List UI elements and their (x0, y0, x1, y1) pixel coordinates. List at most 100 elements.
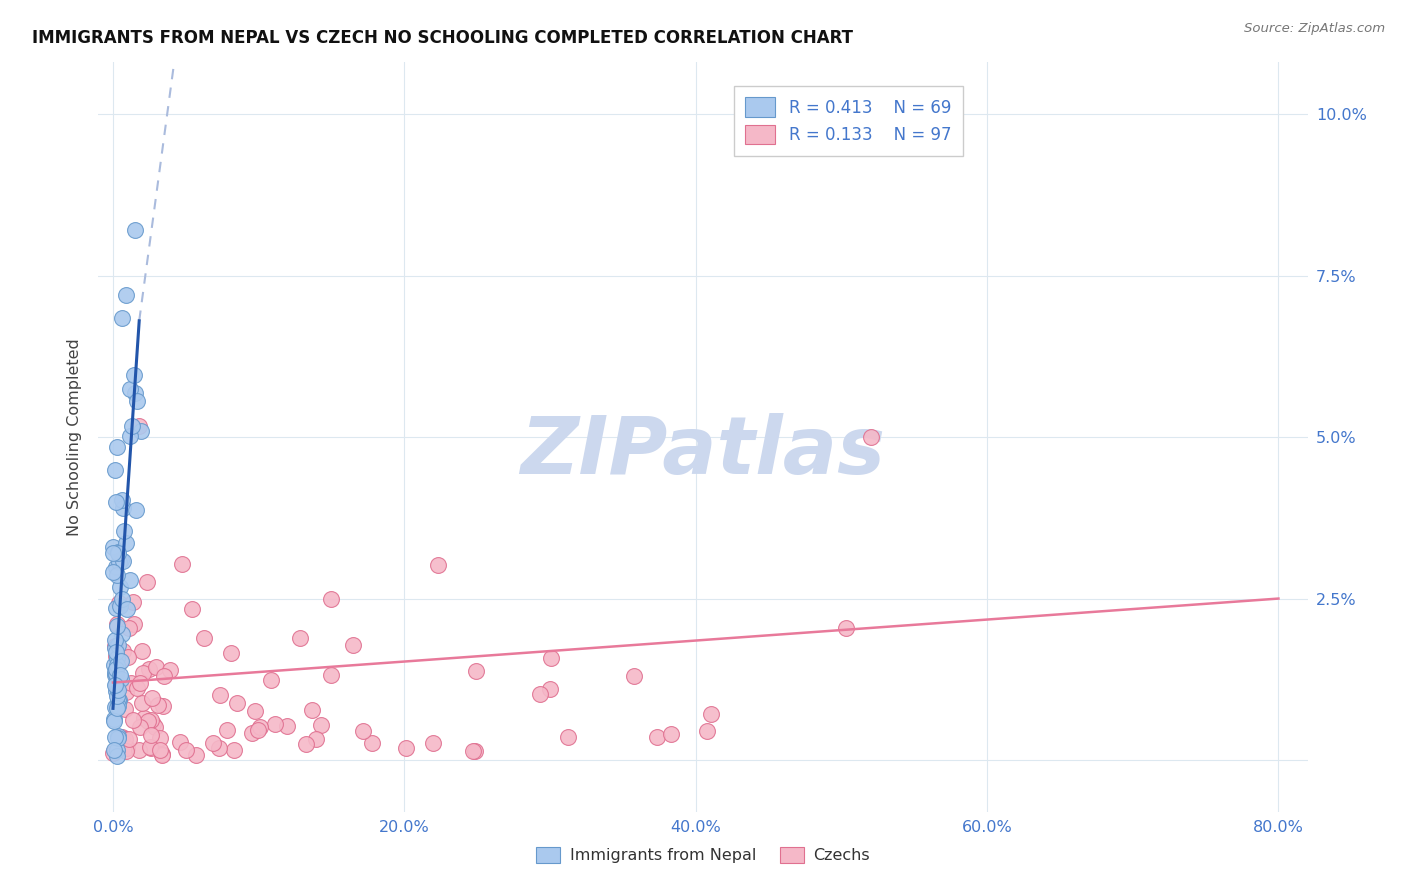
Point (107, 693, 129, 707)
Point (193, 631, 215, 645)
Point (105, 650, 128, 665)
Point (108, 656, 131, 670)
Point (101, 565, 124, 579)
Point (217, 723, 239, 737)
Point (104, 640, 127, 655)
Point (647, 730, 669, 744)
Point (101, 747, 124, 761)
Point (105, 645, 128, 659)
Point (319, 668, 342, 682)
Point (112, 500, 135, 515)
Point (124, 502, 146, 516)
Point (264, 716, 287, 731)
Point (623, 669, 645, 683)
Point (422, 736, 444, 750)
Point (129, 720, 152, 734)
Point (105, 440, 128, 454)
Point (159, 663, 181, 677)
Point (115, 536, 138, 550)
Point (105, 677, 128, 691)
Point (108, 580, 131, 594)
Point (127, 681, 149, 695)
Point (240, 726, 263, 740)
Point (150, 748, 173, 763)
Point (120, 429, 142, 443)
Point (304, 731, 326, 746)
Point (139, 728, 162, 742)
Point (110, 553, 132, 567)
Point (105, 662, 128, 676)
Point (108, 668, 131, 682)
Point (152, 698, 174, 713)
Point (108, 648, 131, 663)
Point (104, 632, 127, 647)
Point (105, 649, 128, 664)
Point (249, 720, 271, 734)
Point (128, 743, 150, 757)
Point (110, 730, 132, 744)
Point (141, 690, 163, 705)
Point (104, 494, 127, 508)
Point (128, 419, 150, 434)
Point (107, 596, 129, 610)
Point (107, 638, 129, 652)
Point (107, 693, 129, 707)
Point (111, 553, 134, 567)
Point (120, 382, 142, 396)
Point (226, 697, 249, 711)
Point (127, 393, 149, 408)
Point (360, 735, 382, 749)
Point (103, 714, 125, 728)
Legend: Immigrants from Nepal, Czechs: Immigrants from Nepal, Czechs (529, 838, 877, 871)
Point (105, 743, 128, 757)
Point (309, 718, 332, 732)
Point (105, 666, 128, 681)
Point (103, 712, 125, 726)
Text: Source: ZipAtlas.com: Source: ZipAtlas.com (1244, 22, 1385, 36)
Point (557, 730, 579, 744)
Point (207, 740, 229, 755)
Point (107, 729, 129, 743)
Point (247, 723, 270, 738)
Point (135, 575, 157, 590)
Point (111, 730, 134, 744)
Point (110, 599, 132, 614)
Point (111, 592, 134, 607)
Point (138, 662, 160, 676)
Point (139, 741, 162, 756)
Point (107, 546, 129, 560)
Point (104, 684, 127, 698)
Point (153, 669, 176, 683)
Point (105, 657, 128, 672)
Point (115, 744, 138, 758)
Point (111, 626, 134, 640)
Point (209, 688, 232, 702)
Point (540, 651, 562, 665)
Point (107, 731, 129, 746)
Point (132, 665, 155, 680)
Point (181, 602, 204, 616)
Point (659, 727, 682, 741)
Point (115, 740, 138, 755)
Point (170, 557, 193, 571)
Point (118, 622, 141, 636)
Point (464, 744, 486, 758)
Point (114, 731, 136, 746)
Point (107, 545, 129, 559)
Point (352, 723, 374, 738)
Point (301, 703, 323, 717)
Point (103, 743, 125, 757)
Point (108, 555, 131, 569)
Point (395, 740, 418, 755)
Point (105, 698, 128, 713)
Point (114, 702, 136, 716)
Point (104, 665, 127, 679)
Point (243, 704, 266, 718)
Point (129, 675, 152, 690)
Point (111, 644, 134, 658)
Point (427, 558, 450, 572)
Point (110, 672, 132, 686)
Point (276, 719, 298, 733)
Point (105, 700, 128, 714)
Point (124, 223, 146, 237)
